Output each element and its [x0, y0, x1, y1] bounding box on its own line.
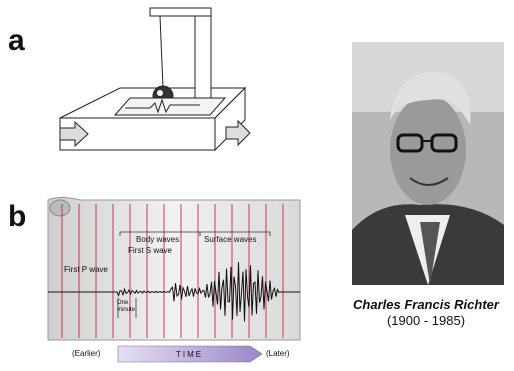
portrait-photo — [352, 42, 504, 285]
seismograph — [60, 8, 250, 150]
scale-label: One minute — [117, 300, 137, 314]
panel-label: b — [8, 200, 26, 234]
time-label: (Later) — [266, 349, 290, 358]
wave-label: First P wave — [64, 265, 108, 274]
wave-label: First S wave — [128, 246, 172, 255]
panel-label: a — [8, 24, 25, 58]
portrait-name: Charles Francis Richter — [336, 297, 514, 312]
time-label: TIME — [176, 350, 203, 359]
figure: a b First P wave First S wave Body waves… — [0, 0, 514, 371]
portrait-years: (1900 - 1985) — [336, 313, 514, 328]
wave-label: Body waves — [136, 235, 179, 244]
seismogram-paper — [48, 198, 300, 363]
time-label: (Earlier) — [72, 349, 100, 358]
wave-label: Surface waves — [204, 235, 256, 244]
